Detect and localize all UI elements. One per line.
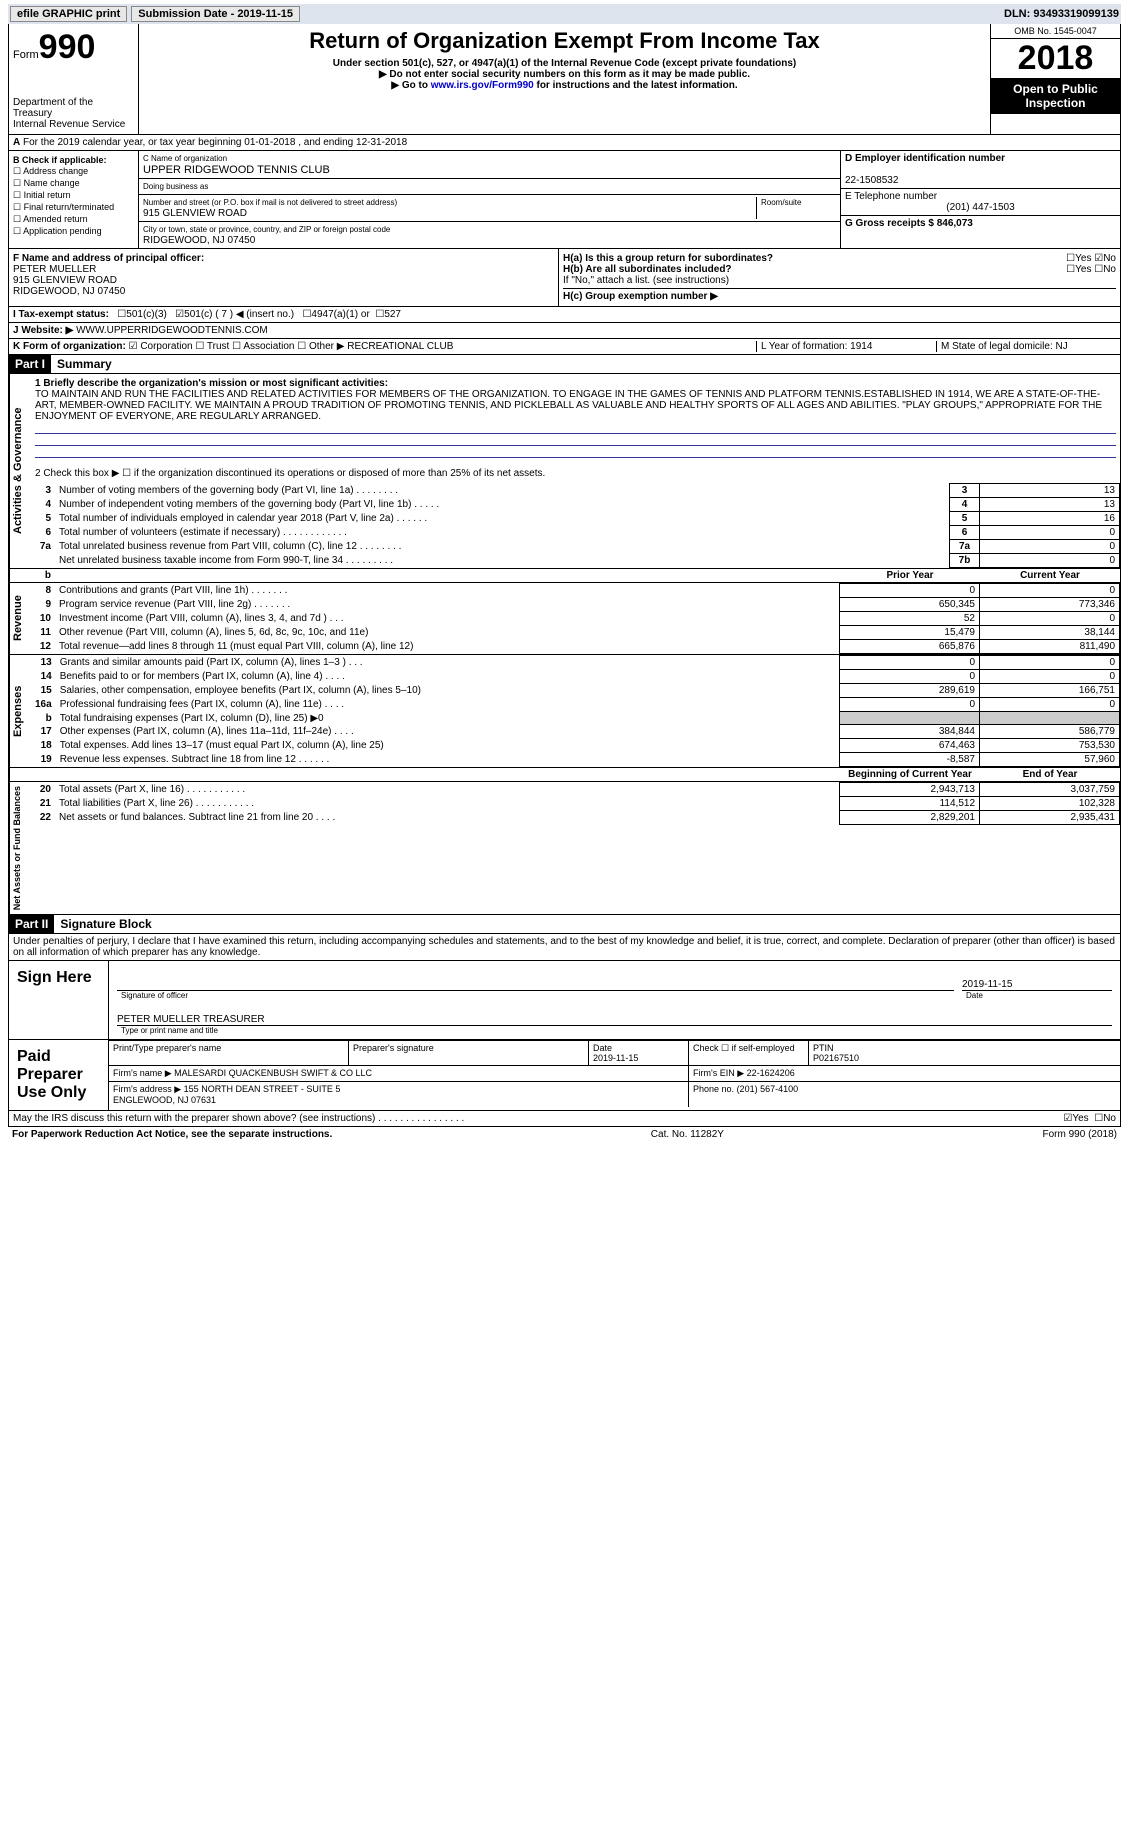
- mission-text: TO MAINTAIN AND RUN THE FACILITIES AND R…: [35, 389, 1102, 422]
- state-domicile: M State of legal domicile: NJ: [936, 341, 1116, 352]
- omb-number: OMB No. 1545-0047: [991, 24, 1120, 39]
- officer-name: PETER MUELLER: [13, 264, 96, 275]
- form-subtitle-2: ▶ Do not enter social security numbers o…: [143, 69, 986, 80]
- form-label: Form: [13, 49, 39, 61]
- goto-post: for instructions and the latest informat…: [534, 80, 738, 91]
- firm-phone: (201) 567-4100: [737, 1084, 799, 1094]
- irs-link[interactable]: www.irs.gov/Form990: [431, 80, 534, 91]
- org-address: 915 GLENVIEW ROAD: [143, 208, 247, 219]
- firm-name: MALESARDI QUACKENBUSH SWIFT & CO LLC: [174, 1068, 372, 1078]
- ptin: P02167510: [813, 1053, 859, 1063]
- sidebar-expenses: Expenses: [9, 655, 31, 767]
- phone: (201) 447-1503: [845, 202, 1116, 213]
- footer-form: Form 990 (2018): [1043, 1129, 1117, 1140]
- part2-badge: Part II: [9, 915, 54, 933]
- topbar: efile GRAPHIC print Submission Date - 20…: [8, 4, 1121, 24]
- box-b: B Check if applicable: ☐ Address change …: [9, 151, 139, 248]
- gross-receipts: G Gross receipts $ 846,073: [845, 218, 973, 229]
- perjury-text: Under penalties of perjury, I declare th…: [8, 934, 1121, 961]
- footer-pra: For Paperwork Reduction Act Notice, see …: [12, 1129, 332, 1140]
- sign-here-label: Sign Here: [9, 961, 109, 1039]
- open-inspection: Open to Public Inspection: [991, 78, 1120, 114]
- dln: DLN: 93493319099139: [1004, 8, 1119, 20]
- sidebar-revenue: Revenue: [9, 583, 31, 654]
- ein: 22-1508532: [845, 175, 898, 186]
- org-name: UPPER RIDGEWOOD TENNIS CLUB: [143, 164, 330, 176]
- website: WWW.UPPERRIDGEWOODTENNIS.COM: [76, 325, 268, 336]
- tax-year: 2018: [991, 39, 1120, 78]
- form-number: 990: [39, 28, 96, 66]
- year-formation: L Year of formation: 1914: [756, 341, 936, 352]
- main-info-grid: B Check if applicable: ☐ Address change …: [8, 151, 1121, 249]
- form-header: Form990 Department of the Treasury Inter…: [8, 24, 1121, 135]
- part1-badge: Part I: [9, 355, 51, 373]
- efile-badge: efile GRAPHIC print: [10, 6, 127, 22]
- paid-preparer-label: Paid Preparer Use Only: [9, 1040, 109, 1110]
- officer-printed: PETER MUELLER TREASURER: [117, 1014, 1112, 1026]
- row-a-period: A For the 2019 calendar year, or tax yea…: [8, 135, 1121, 151]
- form-title: Return of Organization Exempt From Incom…: [143, 28, 986, 54]
- row-f-officer: F Name and address of principal officer:…: [8, 249, 1121, 307]
- submission-date: Submission Date - 2019-11-15: [131, 6, 300, 22]
- sidebar-governance: Activities & Governance: [9, 374, 31, 568]
- form-subtitle-1: Under section 501(c), 527, or 4947(a)(1)…: [143, 58, 986, 69]
- firm-ein: 22-1624206: [747, 1068, 795, 1078]
- org-city: RIDGEWOOD, NJ 07450: [143, 235, 255, 246]
- footer-cat: Cat. No. 11282Y: [651, 1129, 724, 1140]
- sidebar-netassets: Net Assets or Fund Balances: [9, 782, 31, 914]
- dept-label: Department of the Treasury Internal Reve…: [13, 97, 134, 130]
- goto-pre: ▶ Go to: [391, 80, 430, 91]
